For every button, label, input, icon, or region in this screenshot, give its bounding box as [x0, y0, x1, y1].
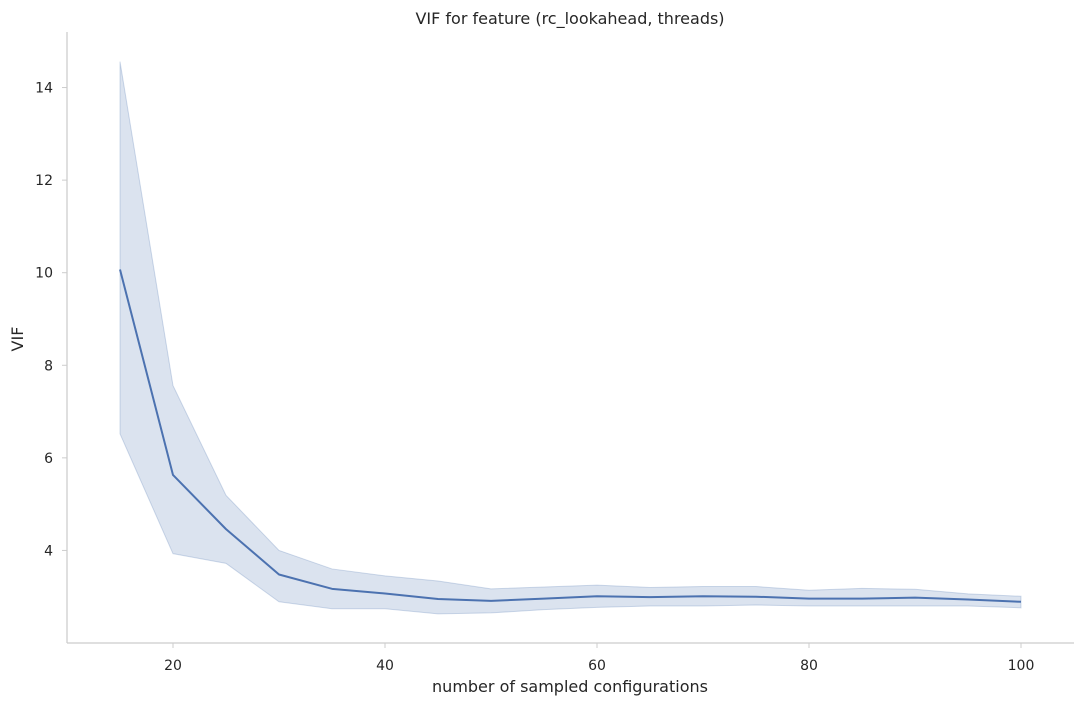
y-axis-ticks: 4 6 8 10 12 14 — [35, 81, 67, 559]
y-tick-label: 8 — [44, 358, 53, 374]
x-tick-label: 20 — [164, 658, 182, 674]
y-tick-label: 4 — [44, 543, 53, 559]
y-tick-label: 6 — [44, 451, 53, 467]
x-tick-label: 100 — [1008, 658, 1035, 674]
y-axis-label: VIF — [8, 327, 27, 352]
y-tick-label: 12 — [35, 173, 53, 189]
y-tick-label: 10 — [35, 266, 53, 282]
x-tick-label: 80 — [800, 658, 818, 674]
plot-area — [119, 61, 1022, 615]
x-tick-label: 40 — [376, 658, 394, 674]
y-tick-label: 14 — [35, 81, 53, 97]
confidence-band — [119, 61, 1022, 615]
series-line — [119, 269, 1022, 603]
x-tick-label: 60 — [588, 658, 606, 674]
x-axis-ticks: 20 40 60 80 100 — [164, 643, 1034, 674]
chart-title: VIF for feature (rc_lookahead, threads) — [415, 9, 724, 29]
x-axis-label: number of sampled configurations — [432, 677, 708, 696]
